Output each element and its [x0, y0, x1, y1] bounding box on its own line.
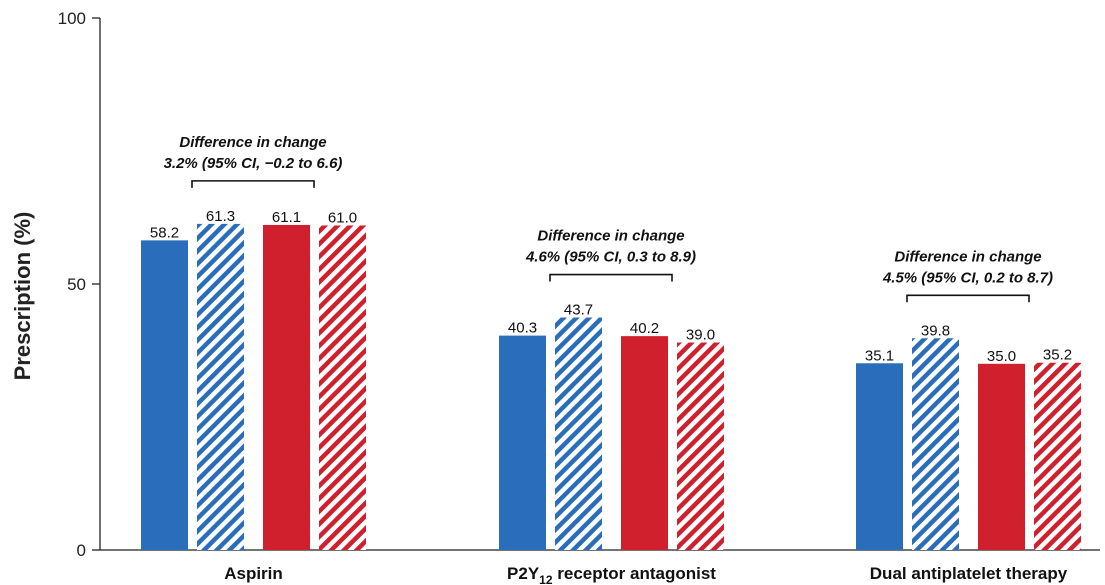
bar [912, 338, 959, 550]
category-label: P2Y12 receptor antagonist [507, 564, 716, 585]
bar-value-label: 61.1 [272, 209, 301, 226]
bar [499, 335, 546, 550]
bar [621, 336, 668, 550]
annotation-line1: Difference in change [179, 134, 326, 151]
annotation-line1: Difference in change [537, 228, 684, 245]
bar [677, 342, 724, 550]
bar-value-label: 35.2 [1043, 347, 1072, 364]
bar [856, 363, 903, 550]
bar [555, 317, 602, 550]
bar-value-label: 39.8 [921, 322, 950, 339]
category-label-subscript: 12 [539, 573, 553, 585]
bar-value-label: 61.3 [206, 208, 235, 225]
bar-value-label: 35.0 [987, 348, 1016, 365]
bar-value-label: 43.7 [564, 302, 593, 319]
bar-value-label: 40.3 [508, 320, 537, 337]
y-tick-label: 0 [77, 541, 86, 560]
bar [141, 240, 188, 550]
y-tick-label: 100 [58, 9, 86, 28]
category-label-rest: receptor antagonist [553, 564, 717, 583]
bar-value-label: 39.0 [686, 327, 715, 344]
bar [319, 225, 366, 551]
difference-bracket [549, 273, 673, 282]
bar-value-label: 40.2 [630, 320, 659, 337]
bar [978, 363, 1025, 550]
difference-bracket [191, 180, 315, 188]
bar-value-label: 58.2 [150, 224, 179, 241]
difference-bracket [906, 294, 1030, 303]
bar-value-label: 61.0 [328, 209, 357, 226]
annotation-line2: 4.6% (95% CI, 0.3 to 8.9) [525, 249, 696, 266]
category-label-main: P2Y [507, 564, 540, 583]
y-tick-label: 50 [67, 275, 86, 294]
y-axis-title: Prescription (%) [10, 212, 35, 381]
annotation-line1: Difference in change [894, 248, 1041, 265]
bar [1034, 362, 1081, 550]
category-label: Aspirin [224, 564, 283, 583]
annotation-line2: 4.5% (95% CI, 0.2 to 8.7) [882, 269, 1053, 286]
bar [263, 224, 310, 550]
bar-value-label: 35.1 [865, 347, 894, 364]
bar [197, 223, 244, 550]
category-label: Dual antiplatelet therapy [870, 564, 1068, 583]
annotation-line2: 3.2% (95% CI, −0.2 to 6.6) [164, 155, 343, 172]
